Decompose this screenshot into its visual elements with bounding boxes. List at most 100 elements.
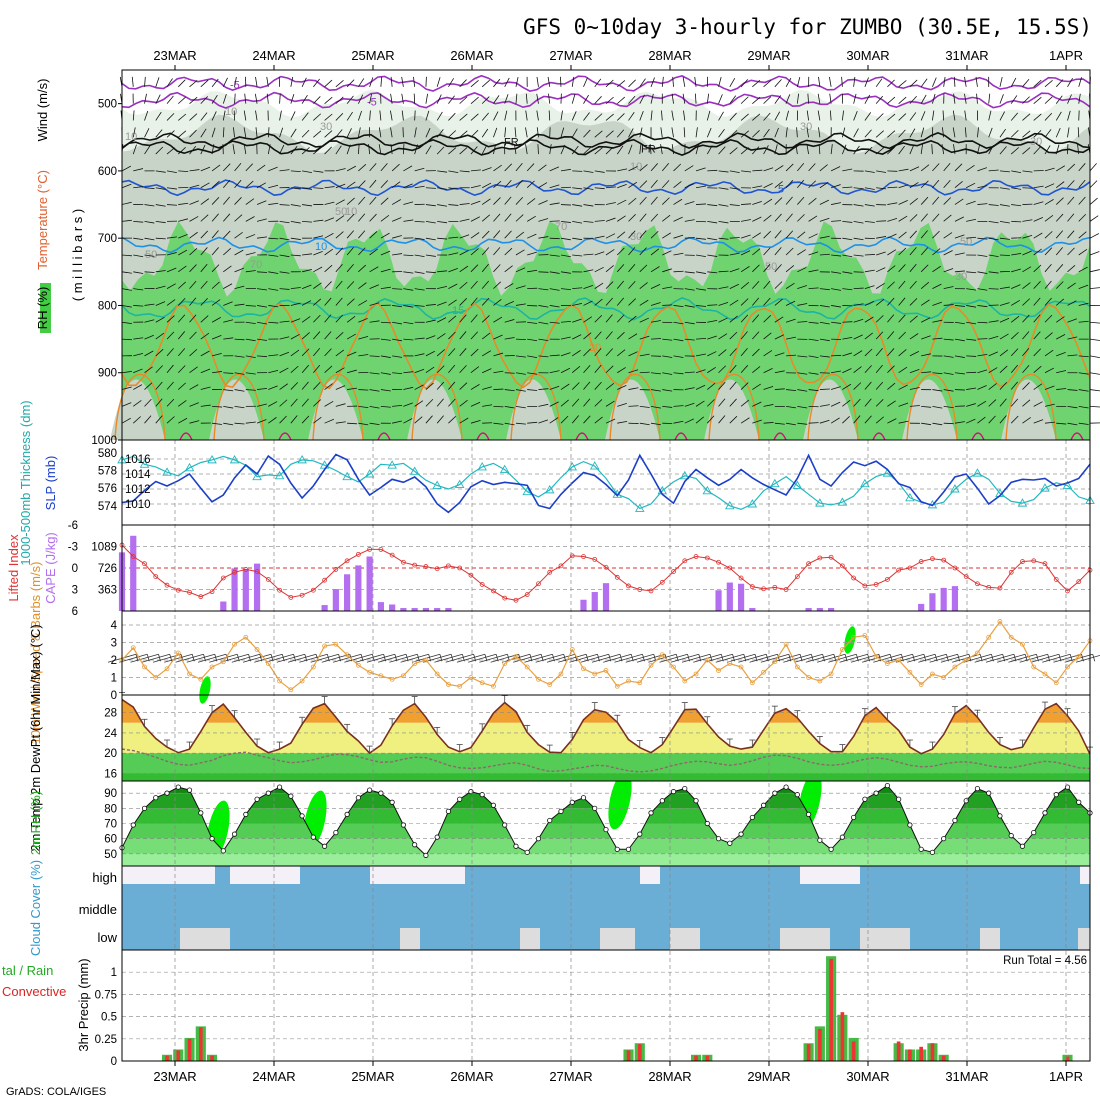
wind-barb [1089,405,1100,408]
upper-y-tick: 500 [98,99,117,111]
rh-ylabel: 2m RH (%) [28,791,43,855]
wind-speed-point [873,654,879,659]
wind-barb [265,653,294,663]
lifted-index-point [468,572,474,578]
wind-barb [909,182,919,189]
bottom-date-label: 29MAR [747,1069,790,1084]
wind-barb [301,398,309,407]
wind-barb [527,372,538,375]
rh-point [794,792,800,798]
wind-barb [672,76,674,87]
rh-point [896,796,902,802]
wind-barb [639,299,649,306]
wind-speed-point [738,664,744,670]
wind-barb [932,389,943,392]
wind-barb [1078,422,1089,425]
wind-barb [977,400,987,407]
wind-barb [515,422,526,425]
wind-barb [223,372,234,374]
wind-barb [470,169,481,172]
wind-barb [650,179,658,188]
wind-barb [875,331,884,340]
wind-barb [178,96,186,104]
temp-loop [609,374,661,441]
wind-barb [797,179,805,188]
lifted-index-point [727,565,733,571]
wind-barb [211,127,216,138]
wind-barb [864,129,872,138]
wind-barb [448,299,457,306]
wind-barb [526,180,535,189]
wind-barb [290,220,301,224]
cape-bar [816,608,823,611]
wind-barb [290,398,298,407]
wind-barb [527,389,538,391]
wind-barb [1044,112,1053,121]
wind-barb [324,96,333,104]
lifted-index-point [817,555,823,561]
wind-barb [144,303,155,306]
wind-barb [605,314,613,323]
lifted-index-point [704,555,710,561]
wind-barb [223,230,231,239]
rh-contour-label: 10 [125,131,137,143]
wind-barb [616,145,624,155]
rh-point [851,814,857,821]
wind-barb [774,422,785,425]
cape-bar [344,574,351,611]
wind-barb [211,180,220,189]
wind-barb [887,130,896,138]
wind-barb [932,230,940,239]
wind-barb [380,215,390,222]
wind-barb [335,215,345,222]
temp-contour [121,74,1091,92]
wind-barb [470,401,481,407]
wind-barb [470,232,480,239]
wind-barb [774,197,783,205]
lifted-index-point [209,589,215,595]
upper-y-tick: 700 [98,233,117,245]
lifted-index-point [400,559,406,565]
cape-y-tick: 726 [98,563,117,575]
wind-barb [222,179,231,188]
wind-barb [368,144,371,155]
wind-speed-point [907,669,913,675]
wind-barb [425,271,436,274]
lifted-index-point [1020,559,1025,564]
wind-barb [684,305,695,308]
wind-barb [594,331,602,340]
wind-barb [335,264,343,273]
wind-barb [842,415,850,424]
wind-barb [290,94,295,104]
wind-barb [313,170,324,173]
wind-barb [1044,385,1055,390]
wind-barb [178,249,188,256]
wind-barb [740,250,751,256]
wind-barb [707,399,715,407]
wind-barb [448,331,456,340]
wind-barb [909,112,917,121]
wind-barb [718,129,725,138]
wind-barb [279,415,287,424]
wind-barb [999,415,1007,424]
wind-speed-point [243,634,249,640]
wind-barb [954,216,965,222]
wind-barb [504,283,514,289]
rh-point [468,789,474,795]
wind-barb [785,300,796,306]
wind-barb [887,218,898,222]
rh-point [727,840,733,846]
temp-loop-hot [773,432,787,441]
wind-barb [605,365,614,374]
wind-speed-point [333,641,339,647]
wind-barb [256,182,266,189]
wind-barb [1067,213,1075,222]
wind-barb [200,297,208,306]
wind-barb [121,402,132,407]
wind-barb [536,127,539,138]
cloud-y-tick: middle [79,902,117,917]
wind-barb [245,234,256,239]
wind-barb [290,237,301,240]
wind-speed-point [355,662,361,668]
wind-barb [456,653,486,663]
